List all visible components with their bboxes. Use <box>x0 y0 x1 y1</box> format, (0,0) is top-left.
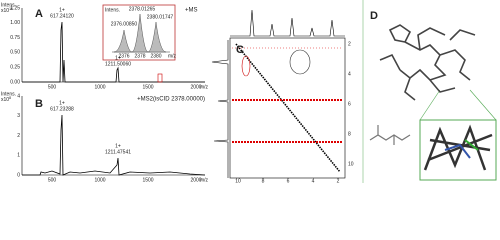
charge: 1+ <box>59 100 65 106</box>
y-tick-label: 0.25 <box>10 65 20 71</box>
c-x-tick: 10 <box>235 178 241 183</box>
panel-label: D <box>370 10 378 22</box>
panel-label: C <box>236 44 244 56</box>
peak-mz: 1211.50060 <box>105 61 131 67</box>
y-tick-label: 1.25 <box>10 5 20 11</box>
mode: +MS2(isCID 2378.00000) <box>137 97 205 103</box>
c-x-tick: 4 <box>312 178 315 183</box>
charge: 1+ <box>59 7 65 13</box>
panel-d <box>362 0 497 183</box>
inset-x-tick: 2378 <box>134 53 145 59</box>
y-tick-label: 1.00 <box>10 20 20 26</box>
inset-y-title: Intens. <box>105 7 120 13</box>
panel-label: B <box>35 98 43 110</box>
inset-peak: 2380.01747 <box>147 14 174 20</box>
charge: 1+ <box>115 143 121 149</box>
panel-b <box>21 96 206 176</box>
c-y-tick: 8 <box>348 131 351 137</box>
y-tick-label: 3 <box>17 113 20 119</box>
inset-peak: 2378.01265 <box>129 6 156 12</box>
x-title: m/z <box>200 177 209 183</box>
c-x-tick: 8 <box>262 178 265 183</box>
y-tick-label: 1 <box>17 153 20 159</box>
x-tick-label: 1500 <box>142 177 153 183</box>
x-tick-label: 1000 <box>94 84 105 90</box>
a-y-scale: x1010 <box>1 7 13 14</box>
b-y-scale: x108 <box>1 96 11 103</box>
panel-label: A <box>35 8 43 20</box>
charge: 1+ <box>115 55 121 61</box>
inset-peak: 2376.00850 <box>111 21 138 27</box>
peak-mz: 1211.47541 <box>105 149 131 155</box>
a-y-title: Intens. <box>1 2 16 8</box>
peak-mz: 617.23288 <box>50 106 74 112</box>
c-y-tick: 2 <box>348 41 351 47</box>
c-y-tick: 10 <box>348 161 354 167</box>
x-tick-label: 1000 <box>94 177 105 183</box>
inset-x-tick: 2380 <box>150 53 161 59</box>
y-tick-label: 2 <box>17 133 20 139</box>
x-tick-label: 1500 <box>142 84 153 90</box>
c-y-tick: 4 <box>348 71 351 77</box>
peak-mz: 617.24120 <box>50 13 74 19</box>
y-tick-label: 0.00 <box>10 79 20 85</box>
y-tick-label: 0.50 <box>10 50 20 56</box>
x-tick-label: 2000 <box>190 177 201 183</box>
x-title: m/z <box>200 84 209 90</box>
figure: Intens. x1010 A +MS 1+ 617.24120 1+ 1211… <box>1 0 497 183</box>
c-x-tick: 2 <box>337 178 340 183</box>
panel-a <box>21 8 205 83</box>
mode: +MS <box>185 8 198 14</box>
c-x-tick: 6 <box>287 178 290 183</box>
inset <box>102 4 176 61</box>
y-tick-label: 0.75 <box>10 35 20 41</box>
x-tick-label: 500 <box>48 84 57 90</box>
x-tick-label: 500 <box>48 177 57 183</box>
inset-x-title: m/z <box>168 53 177 59</box>
x-tick-label: 2000 <box>190 84 201 90</box>
b-y-title: Intens. <box>1 91 16 97</box>
panel-c <box>211 9 346 179</box>
y-tick-label: 0 <box>17 172 20 178</box>
c-y-tick: 6 <box>348 101 351 107</box>
inset-x-tick: 2376 <box>118 53 129 59</box>
y-tick-label: 4 <box>17 93 20 99</box>
